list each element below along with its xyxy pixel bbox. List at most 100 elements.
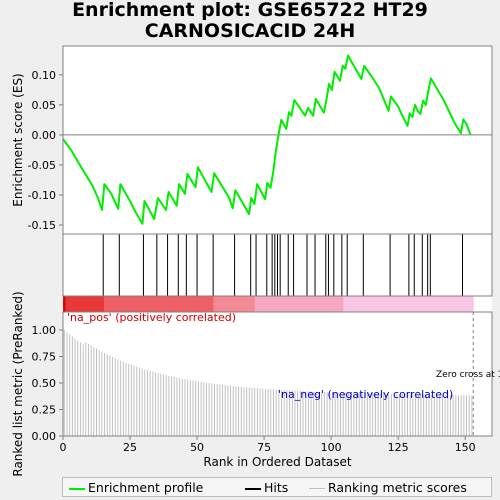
color-bar-segment-44 bbox=[363, 296, 372, 312]
zero-cross-label: Zero cross at 153 bbox=[436, 370, 500, 380]
color-bar-segment-50 bbox=[404, 296, 413, 312]
color-bar-segment-2 bbox=[76, 296, 85, 312]
color-bar-segment-33 bbox=[288, 296, 296, 312]
color-bar-segment-32 bbox=[281, 296, 290, 312]
color-bar-segment-56 bbox=[445, 296, 454, 312]
es-ytick-label-0: 0.10 bbox=[32, 69, 57, 82]
xtick-label-2: 50 bbox=[190, 441, 204, 454]
legend-item-ranking-metric: Ranking metric scores bbox=[309, 480, 467, 495]
xtick-label-5: 125 bbox=[388, 441, 409, 454]
metric-panel-frame bbox=[62, 311, 493, 437]
color-bar-segment-3 bbox=[83, 296, 91, 312]
enrichment-profile-line bbox=[62, 54, 472, 225]
color-bar-segment-16 bbox=[172, 296, 180, 312]
color-bar-segment-22 bbox=[213, 296, 221, 312]
chart-title: Enrichment plot: GSE65722 HT29 CARNOSICA… bbox=[0, 0, 500, 42]
color-bar-segment-1 bbox=[69, 296, 78, 312]
xtick-label-4: 100 bbox=[321, 441, 342, 454]
color-bar-segment-17 bbox=[179, 296, 187, 312]
es-ytick-label-3: -0.05 bbox=[28, 159, 56, 172]
legend-swatch-enrichment bbox=[69, 487, 85, 490]
color-bar-segment-38 bbox=[322, 296, 331, 312]
color-bar-segment-40 bbox=[336, 296, 344, 312]
legend-label-enrichment: Enrichment profile bbox=[88, 480, 204, 495]
chart-title-line2: CARNOSICACID 24H bbox=[144, 20, 356, 42]
legend-label-ranking: Ranking metric scores bbox=[328, 480, 467, 495]
color-bar-segment-28 bbox=[254, 296, 262, 312]
color-bar-segment-11 bbox=[138, 296, 146, 312]
color-bar-segment-4 bbox=[90, 296, 98, 312]
pos-correlated-label: 'na_pos' (positively correlated) bbox=[67, 311, 236, 324]
color-bar-segment-41 bbox=[343, 296, 351, 312]
color-bar-segment-31 bbox=[274, 296, 283, 312]
xtick-label-0: 0 bbox=[60, 441, 67, 454]
color-bar-segment-39 bbox=[329, 296, 337, 312]
legend-swatch-ranking bbox=[309, 488, 325, 489]
metric-ytick-label-3: 0.25 bbox=[32, 404, 57, 417]
color-bar-segment-52 bbox=[418, 296, 426, 312]
neg-correlated-label: 'na_neg' (negatively correlated) bbox=[278, 388, 453, 401]
xtick-label-6: 150 bbox=[455, 441, 476, 454]
color-bar-segment-46 bbox=[377, 296, 385, 312]
xtick-label-3: 75 bbox=[257, 441, 271, 454]
color-bar-segment-15 bbox=[165, 296, 173, 312]
xtick-label-1: 25 bbox=[123, 441, 137, 454]
color-bar-segment-20 bbox=[199, 296, 208, 312]
color-bar-segment-12 bbox=[145, 296, 153, 312]
color-bar-segment-13 bbox=[151, 296, 160, 312]
color-bar-segment-47 bbox=[384, 296, 392, 312]
es-ytick-label-1: 0.05 bbox=[32, 99, 57, 112]
color-bar-segment-55 bbox=[439, 296, 447, 312]
legend-item-hits: Hits bbox=[245, 480, 288, 495]
legend-item-enrichment-profile: Enrichment profile bbox=[69, 480, 203, 495]
hits-panel-frame bbox=[62, 233, 493, 297]
xlabel: Rank in Ordered Dataset bbox=[203, 455, 351, 469]
color-bar-segment-10 bbox=[131, 296, 139, 312]
color-bar-segment-21 bbox=[206, 296, 214, 312]
color-bar-segment-34 bbox=[295, 296, 303, 312]
color-bar-segment-6 bbox=[104, 296, 112, 312]
color-bar-segment-25 bbox=[233, 296, 242, 312]
color-bar-segment-35 bbox=[302, 296, 310, 312]
color-bar-segment-9 bbox=[124, 296, 132, 312]
color-bar-segment-18 bbox=[186, 296, 194, 312]
legend: Enrichment profile Hits Ranking metric s… bbox=[62, 477, 492, 497]
metric-ytick-label-4: 0.00 bbox=[32, 430, 57, 443]
color-bar-segment-54 bbox=[432, 296, 440, 312]
metric-ytick-label-0: 1.00 bbox=[32, 324, 57, 337]
color-bar-segment-51 bbox=[411, 296, 420, 312]
color-bar-segment-58 bbox=[459, 296, 467, 312]
color-bar-segment-30 bbox=[268, 296, 276, 312]
es-ytick-label-4: -0.10 bbox=[28, 189, 56, 202]
metric-ytick-label-2: 0.50 bbox=[32, 377, 57, 390]
color-bar-segment-37 bbox=[315, 296, 324, 312]
color-bar-segment-8 bbox=[117, 296, 126, 312]
chart-title-line1: Enrichment plot: GSE65722 HT29 bbox=[72, 0, 428, 21]
es-ytick-label-2: 0.00 bbox=[32, 129, 57, 142]
color-bar-max bbox=[63, 296, 66, 312]
color-bar-segment-24 bbox=[227, 296, 235, 312]
color-bar-segment-27 bbox=[247, 296, 255, 312]
color-bar-segment-49 bbox=[398, 296, 406, 312]
legend-swatch-hits bbox=[245, 487, 261, 490]
color-bar-segment-43 bbox=[356, 296, 365, 312]
color-bar-segment-57 bbox=[452, 296, 461, 312]
color-bar-segment-7 bbox=[110, 296, 119, 312]
color-bar-segment-36 bbox=[309, 296, 317, 312]
color-bar-segment-48 bbox=[391, 296, 399, 312]
metric-ylabel: Ranked list metric (PreRanked) bbox=[11, 291, 25, 476]
color-bar-segment-19 bbox=[192, 296, 201, 312]
color-bar-segment-14 bbox=[158, 296, 167, 312]
es-ylabel: Enrichment score (ES) bbox=[11, 73, 25, 206]
color-bar-segment-29 bbox=[261, 296, 269, 312]
color-bar-segment-0 bbox=[63, 296, 71, 312]
color-bar-segment-26 bbox=[240, 296, 249, 312]
color-bar-segment-45 bbox=[370, 296, 379, 312]
color-bar-segment-59 bbox=[466, 296, 474, 312]
legend-label-hits: Hits bbox=[264, 480, 289, 495]
color-bar-segment-42 bbox=[350, 296, 358, 312]
color-bar-segment-5 bbox=[97, 296, 105, 312]
color-bar-segment-23 bbox=[220, 296, 228, 312]
color-bar-segment-53 bbox=[425, 296, 433, 312]
